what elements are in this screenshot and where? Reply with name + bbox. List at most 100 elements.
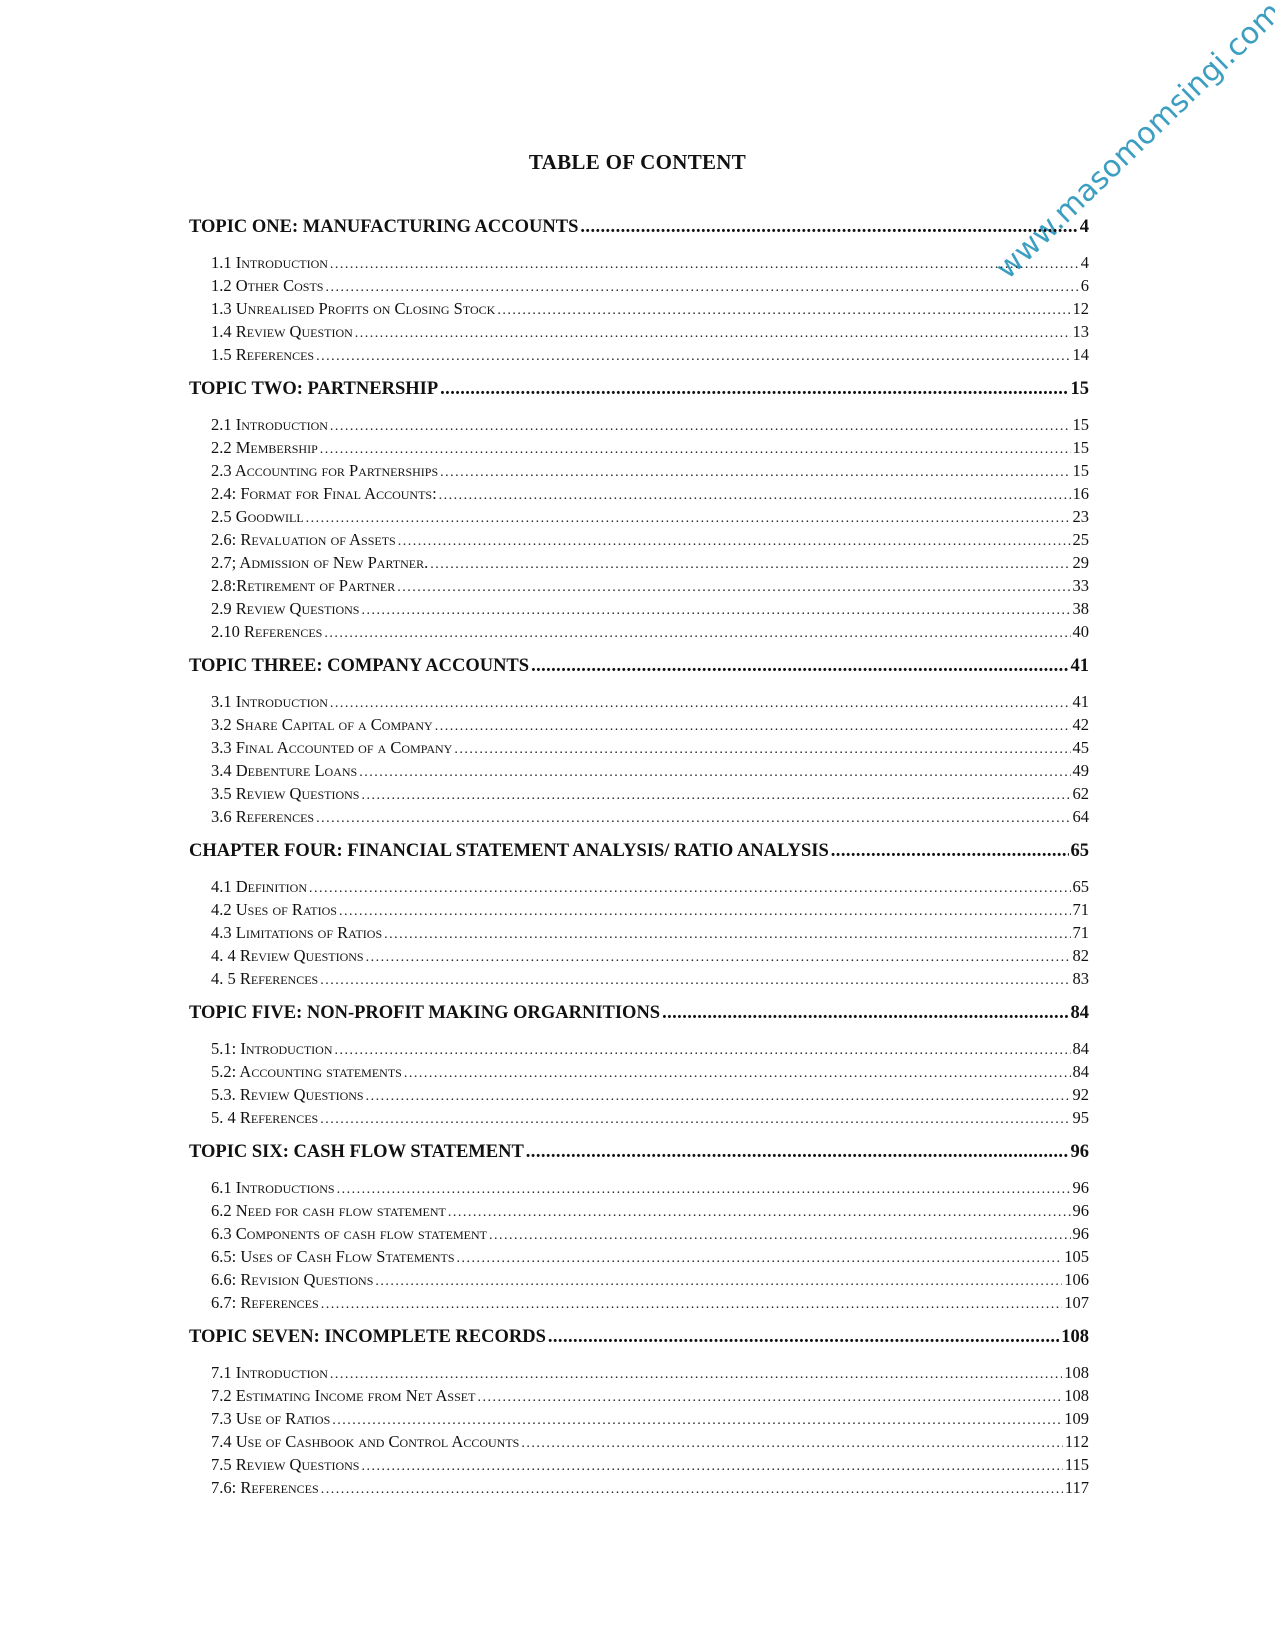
toc-entry[interactable]: 1.4 Review Question 13 [189, 320, 1089, 343]
toc-entry-page-number: 92 [1072, 1085, 1090, 1104]
toc-topic-heading-page-number: 41 [1070, 656, 1090, 676]
toc-entry[interactable]: 1.3 Unrealised Profits on Closing Stock 1… [189, 297, 1089, 320]
dot-leader [330, 1361, 1062, 1386]
dot-leader [359, 759, 1070, 784]
toc-entry-label: 6.7: References [211, 1293, 319, 1312]
toc-entry[interactable]: 6.6: Revision Questions 106 [189, 1268, 1089, 1291]
toc-entry-label: 6.3 Components of cash flow statement [211, 1224, 487, 1243]
toc-entry[interactable]: 2.3 Accounting for Partnerships 15 [189, 459, 1089, 482]
toc-topic-heading[interactable]: CHAPTER FOUR: FINANCIAL STATEMENT ANALYS… [189, 840, 1089, 863]
toc-topic-heading[interactable]: TOPIC FIVE: NON-PROFIT MAKING ORGARNITIO… [189, 1002, 1089, 1025]
toc-entry[interactable]: 7.6: References 117 [189, 1476, 1089, 1499]
toc-entry-label: 6.2 Need for cash flow statement [211, 1201, 446, 1220]
toc-entry-label: 1.1 Introduction [211, 253, 328, 272]
toc-entry[interactable]: 6.5: Uses of Cash Flow Statements 105 [189, 1245, 1089, 1268]
toc-entry-page-number: 16 [1072, 484, 1090, 503]
toc-topic-heading[interactable]: TOPIC TWO: PARTNERSHIP 15 [189, 378, 1089, 401]
toc-entry[interactable]: 2.4: Format for Final Accounts: 16 [189, 482, 1089, 505]
toc-entry[interactable]: 1.5 References 14 [189, 343, 1089, 366]
toc-entry[interactable]: 6.7: References 107 [189, 1291, 1089, 1314]
toc-entry[interactable]: 7.2 Estimating Income from Net Asset 108 [189, 1384, 1089, 1407]
toc-entry-label: 5.1: Introduction [211, 1039, 333, 1058]
toc-topic-heading[interactable]: TOPIC THREE: COMPANY ACCOUNTS 41 [189, 655, 1089, 678]
toc-entry-label: 3.3 Final Accounted of a Company [211, 738, 453, 757]
toc-entry-page-number: 14 [1072, 345, 1090, 364]
toc-entry-page-number: 15 [1072, 438, 1090, 457]
toc-entry-label: 6.5: Uses of Cash Flow Statements [211, 1247, 455, 1266]
toc-entry[interactable]: 3.2 Share Capital of a Company 42 [189, 713, 1089, 736]
toc-entry[interactable]: 5.2: Accounting statements 84 [189, 1060, 1089, 1083]
toc-entry[interactable]: 2.10 References 40 [189, 620, 1089, 643]
dot-leader [831, 840, 1069, 863]
toc-entry[interactable]: 2.2 Membership 15 [189, 436, 1089, 459]
toc-entry[interactable]: 4. 5 References 83 [189, 967, 1089, 990]
dot-leader [320, 1106, 1070, 1131]
toc-entry[interactable]: 2.9 Review Questions 38 [189, 597, 1089, 620]
toc-entry[interactable]: 2.6: Revaluation of Assets 25 [189, 528, 1089, 551]
toc-entry[interactable]: 1.1 Introduction 4 [189, 251, 1089, 274]
dot-leader [366, 1083, 1071, 1108]
toc-entry-page-number: 38 [1072, 599, 1090, 618]
toc-entry[interactable]: 2.8:Retirement of Partner 33 [189, 574, 1089, 597]
toc-topic-heading[interactable]: TOPIC ONE: MANUFACTURING ACCOUNTS 4 [189, 216, 1089, 239]
toc-entry[interactable]: 2.1 Introduction 15 [189, 413, 1089, 436]
dot-leader [339, 898, 1071, 923]
toc-entry[interactable]: 3.4 Debenture Loans 49 [189, 759, 1089, 782]
toc-entry-page-number: 41 [1072, 692, 1090, 711]
toc-entry[interactable]: 4.2 Uses of Ratios 71 [189, 898, 1089, 921]
toc-entry-label: 6.6: Revision Questions [211, 1270, 374, 1289]
dot-leader [330, 413, 1071, 438]
toc-entry-label: 3.1 Introduction [211, 692, 328, 711]
dot-leader [448, 1199, 1071, 1224]
toc-entry-page-number: 12 [1072, 299, 1090, 318]
dot-leader [316, 343, 1070, 368]
toc-entry-label: 2.1 Introduction [211, 415, 328, 434]
toc-topic-heading-page-number: 84 [1070, 1003, 1090, 1023]
toc-topic-heading[interactable]: TOPIC SIX: CASH FLOW STATEMENT 96 [189, 1141, 1089, 1164]
dot-leader [321, 1291, 1063, 1316]
toc-entry[interactable]: 6.3 Components of cash flow statement 96 [189, 1222, 1089, 1245]
toc-entry[interactable]: 7.1 Introduction 108 [189, 1361, 1089, 1384]
toc-entry[interactable]: 5.3. Review Questions 92 [189, 1083, 1089, 1106]
toc-entry-page-number: 71 [1072, 923, 1090, 942]
toc-entry-page-number: 115 [1064, 1455, 1089, 1474]
dot-leader [361, 782, 1070, 807]
dot-leader [435, 713, 1071, 738]
toc-entry-label: 1.3 Unrealised Profits on Closing Stock [211, 299, 496, 318]
toc-entry-label: 3.2 Share Capital of a Company [211, 715, 433, 734]
toc-entry[interactable]: 5.1: Introduction 84 [189, 1037, 1089, 1060]
toc-entry-label: 6.1 Introductions [211, 1178, 335, 1197]
toc-entry[interactable]: 2.7; Admission of New Partner. 29 [189, 551, 1089, 574]
dot-leader [325, 274, 1078, 299]
toc-entry[interactable]: 7.5 Review Questions 115 [189, 1453, 1089, 1476]
toc-entry-label: 3.6 References [211, 807, 315, 826]
toc-entry[interactable]: 3.5 Review Questions 62 [189, 782, 1089, 805]
toc-topic-heading-label: TOPIC FIVE: NON-PROFIT MAKING ORGARNITIO… [189, 1003, 661, 1023]
toc-topic-heading-page-number: 65 [1070, 841, 1090, 861]
toc-entry-label: 3.5 Review Questions [211, 784, 360, 803]
toc-entry[interactable]: 2.5 Goodwill 23 [189, 505, 1089, 528]
dot-leader [457, 1245, 1063, 1270]
toc-entry[interactable]: 7.3 Use of Ratios 109 [189, 1407, 1089, 1430]
toc-entry-label: 2.10 References [211, 622, 323, 641]
dot-leader [404, 1060, 1071, 1085]
toc-entry[interactable]: 5. 4 References 95 [189, 1106, 1089, 1129]
toc-entry[interactable]: 4. 4 Review Questions 82 [189, 944, 1089, 967]
dot-leader [489, 1222, 1071, 1247]
toc-entry[interactable]: 3.6 References 64 [189, 805, 1089, 828]
toc-entry[interactable]: 4.3 Limitations of Ratios 71 [189, 921, 1089, 944]
toc-entry[interactable]: 3.3 Final Accounted of a Company 45 [189, 736, 1089, 759]
toc-entry[interactable]: 3.1 Introduction 41 [189, 690, 1089, 713]
dot-leader [361, 597, 1070, 622]
toc-entry[interactable]: 7.4 Use of Cashbook and Control Accounts… [189, 1430, 1089, 1453]
toc-entry-label: 2.9 Review Questions [211, 599, 360, 618]
toc-entry[interactable]: 1.2 Other Costs 6 [189, 274, 1089, 297]
toc-topic-heading[interactable]: TOPIC SEVEN: INCOMPLETE RECORDS 108 [189, 1326, 1089, 1349]
dot-leader [330, 251, 1079, 276]
dot-leader [662, 1002, 1068, 1025]
toc-entry[interactable]: 4.1 Definition 65 [189, 875, 1089, 898]
toc-entry[interactable]: 6.2 Need for cash flow statement 96 [189, 1199, 1089, 1222]
toc-entry-page-number: 45 [1072, 738, 1090, 757]
toc-entry-page-number: 105 [1064, 1247, 1089, 1266]
toc-entry[interactable]: 6.1 Introductions 96 [189, 1176, 1089, 1199]
